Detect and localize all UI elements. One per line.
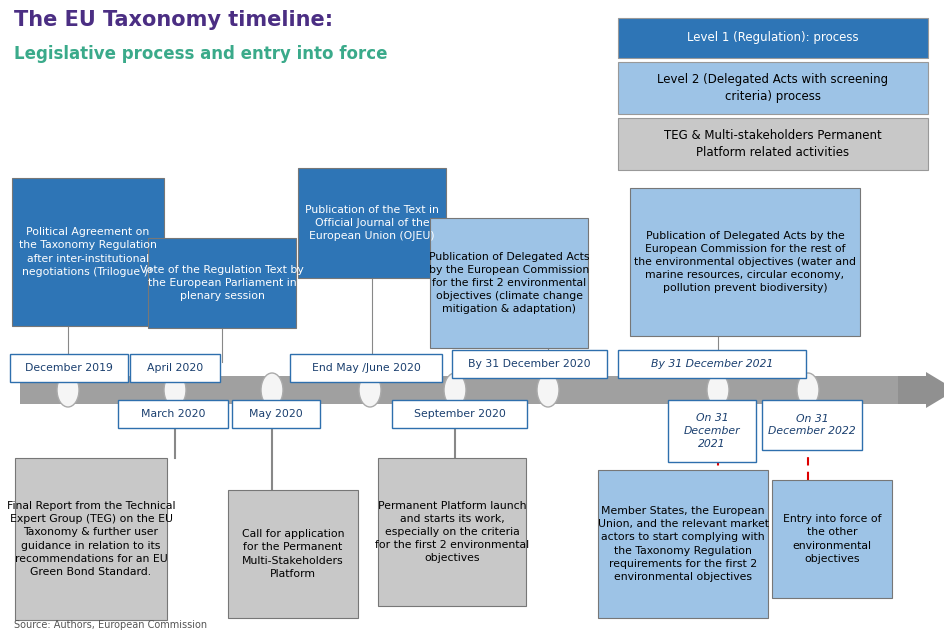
- Ellipse shape: [359, 373, 381, 407]
- Bar: [20, 376, 900, 404]
- Text: Final Report from the Technical
Expert Group (TEG) on the EU
Taxonomy & further : Final Report from the Technical Expert G…: [7, 501, 176, 577]
- Bar: [298, 168, 446, 278]
- Text: End May /June 2020: End May /June 2020: [312, 363, 420, 373]
- Bar: [392, 400, 527, 428]
- Text: Publication of Delegated Acts by the
European Commission for the rest of
the env: Publication of Delegated Acts by the Eur…: [634, 231, 856, 293]
- Text: December 2019: December 2019: [25, 363, 113, 373]
- Text: Publication of the Text in
Official Journal of the
European Union (OJEU): Publication of the Text in Official Jour…: [305, 205, 439, 241]
- Text: Level 1 (Regulation): process: Level 1 (Regulation): process: [687, 31, 859, 45]
- Bar: [762, 400, 862, 450]
- Bar: [618, 350, 806, 378]
- Text: Political Agreement on
the Taxonomy Regulation
after inter-institutional
negotia: Political Agreement on the Taxonomy Regu…: [19, 227, 157, 276]
- Text: May 2020: May 2020: [249, 409, 303, 419]
- Bar: [148, 238, 296, 328]
- Bar: [118, 400, 228, 428]
- Text: Level 2 (Delegated Acts with screening
criteria) process: Level 2 (Delegated Acts with screening c…: [657, 73, 888, 103]
- Ellipse shape: [444, 373, 466, 407]
- Bar: [618, 118, 928, 170]
- Bar: [290, 354, 442, 382]
- Text: Source: Authors, European Commission: Source: Authors, European Commission: [14, 620, 207, 630]
- Bar: [630, 188, 860, 336]
- Bar: [378, 458, 526, 606]
- Bar: [452, 350, 607, 378]
- Text: Vote of the Regulation Text by
the European Parliament in
plenary session: Vote of the Regulation Text by the Europ…: [140, 265, 304, 301]
- Ellipse shape: [797, 373, 819, 407]
- Ellipse shape: [164, 373, 186, 407]
- Bar: [618, 62, 928, 114]
- Text: TEG & Multi-stakeholders Permanent
Platform related activities: TEG & Multi-stakeholders Permanent Platf…: [665, 129, 882, 159]
- Text: Call for application
for the Permanent
Multi-Stakeholders
Platform: Call for application for the Permanent M…: [242, 529, 345, 579]
- Text: Entry into force of
the other
environmental
objectives: Entry into force of the other environmen…: [783, 515, 882, 564]
- Ellipse shape: [707, 373, 729, 407]
- Ellipse shape: [261, 373, 283, 407]
- Bar: [430, 218, 588, 348]
- Text: By 31 December 2020: By 31 December 2020: [468, 359, 591, 369]
- Text: April 2020: April 2020: [147, 363, 203, 373]
- Bar: [772, 480, 892, 598]
- Text: Permanent Platform launch
and starts its work,
especially on the criteria
for th: Permanent Platform launch and starts its…: [375, 501, 529, 563]
- Bar: [618, 18, 928, 58]
- Text: On 31
December
2021: On 31 December 2021: [683, 413, 740, 449]
- Bar: [130, 354, 220, 382]
- Bar: [12, 178, 164, 326]
- Text: Publication of Delegated Acts
by the European Commission
for the first 2 environ: Publication of Delegated Acts by the Eur…: [429, 252, 589, 314]
- Text: Legislative process and entry into force: Legislative process and entry into force: [14, 45, 387, 63]
- Bar: [10, 354, 128, 382]
- Bar: [232, 400, 320, 428]
- FancyArrow shape: [898, 372, 944, 408]
- Text: By 31 December 2021: By 31 December 2021: [650, 359, 773, 369]
- Text: Member States, the European
Union, and the relevant market
actors to start compl: Member States, the European Union, and t…: [598, 506, 768, 582]
- Bar: [668, 400, 756, 462]
- Ellipse shape: [57, 373, 79, 407]
- Text: On 31
December 2022: On 31 December 2022: [768, 413, 856, 436]
- Ellipse shape: [537, 373, 559, 407]
- Bar: [598, 470, 768, 618]
- Text: The EU Taxonomy timeline:: The EU Taxonomy timeline:: [14, 10, 333, 30]
- Bar: [228, 490, 358, 618]
- Bar: [15, 458, 167, 620]
- Text: March 2020: March 2020: [141, 409, 205, 419]
- Text: September 2020: September 2020: [413, 409, 505, 419]
